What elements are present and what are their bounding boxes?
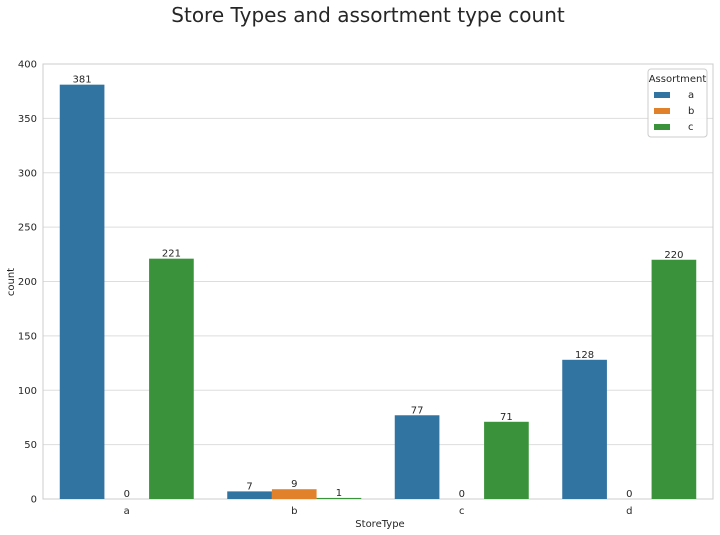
bar-c-b bbox=[316, 497, 362, 499]
y-tick-label: 200 bbox=[18, 277, 37, 288]
data-label: 128 bbox=[575, 350, 594, 361]
x-tick-label: b bbox=[291, 506, 297, 517]
x-tick-label: a bbox=[124, 506, 130, 517]
data-label: 77 bbox=[411, 405, 424, 416]
y-tick-label: 150 bbox=[18, 331, 37, 342]
data-label: 220 bbox=[664, 250, 683, 261]
y-tick-label: 0 bbox=[31, 495, 37, 506]
x-tick-label: d bbox=[626, 506, 632, 517]
legend-label: b bbox=[688, 106, 694, 117]
legend-swatch-b bbox=[654, 108, 670, 114]
y-tick-label: 300 bbox=[18, 168, 37, 179]
bar-a-c bbox=[394, 415, 440, 499]
data-label: 221 bbox=[162, 249, 181, 260]
legend-label: c bbox=[688, 122, 694, 133]
legend-swatch-c bbox=[654, 124, 670, 130]
data-label: 0 bbox=[459, 489, 465, 500]
legend-swatch-a bbox=[654, 92, 670, 98]
y-tick-label: 350 bbox=[18, 114, 37, 125]
data-label: 9 bbox=[291, 479, 297, 490]
data-label: 1 bbox=[336, 488, 342, 499]
y-tick-label: 400 bbox=[18, 60, 37, 71]
chart-title: Store Types and assortment type count bbox=[171, 3, 565, 27]
y-axis-label: count bbox=[6, 268, 17, 296]
y-tick-label: 50 bbox=[24, 440, 37, 451]
legend-box bbox=[647, 68, 708, 138]
plot-frame bbox=[42, 63, 714, 500]
legend-title: Assortment bbox=[649, 74, 707, 85]
data-label: 71 bbox=[500, 412, 513, 423]
bar-c-d bbox=[651, 259, 697, 499]
data-label: 381 bbox=[73, 75, 92, 86]
bar-a-b bbox=[227, 491, 272, 499]
y-tick-label: 250 bbox=[18, 223, 37, 234]
bar-c-c bbox=[484, 421, 529, 499]
legend-label: a bbox=[688, 90, 694, 101]
bar-b-b bbox=[271, 489, 317, 499]
data-label: 0 bbox=[626, 489, 632, 500]
data-label: 7 bbox=[246, 481, 252, 492]
bar-c-a bbox=[149, 258, 194, 499]
bar-a-a bbox=[59, 84, 105, 499]
y-tick-label: 100 bbox=[18, 386, 37, 397]
bar-a-d bbox=[562, 359, 607, 499]
x-axis-label: StoreType bbox=[355, 519, 404, 530]
plot-area: 0 50 100 150 200 250 300 350 400 a 381 0 221 b 7 9 1 c 77 0… bbox=[18, 60, 714, 517]
x-tick-label: c bbox=[459, 506, 465, 517]
legend: Assortment abc bbox=[647, 68, 708, 138]
data-label: 0 bbox=[124, 489, 130, 500]
